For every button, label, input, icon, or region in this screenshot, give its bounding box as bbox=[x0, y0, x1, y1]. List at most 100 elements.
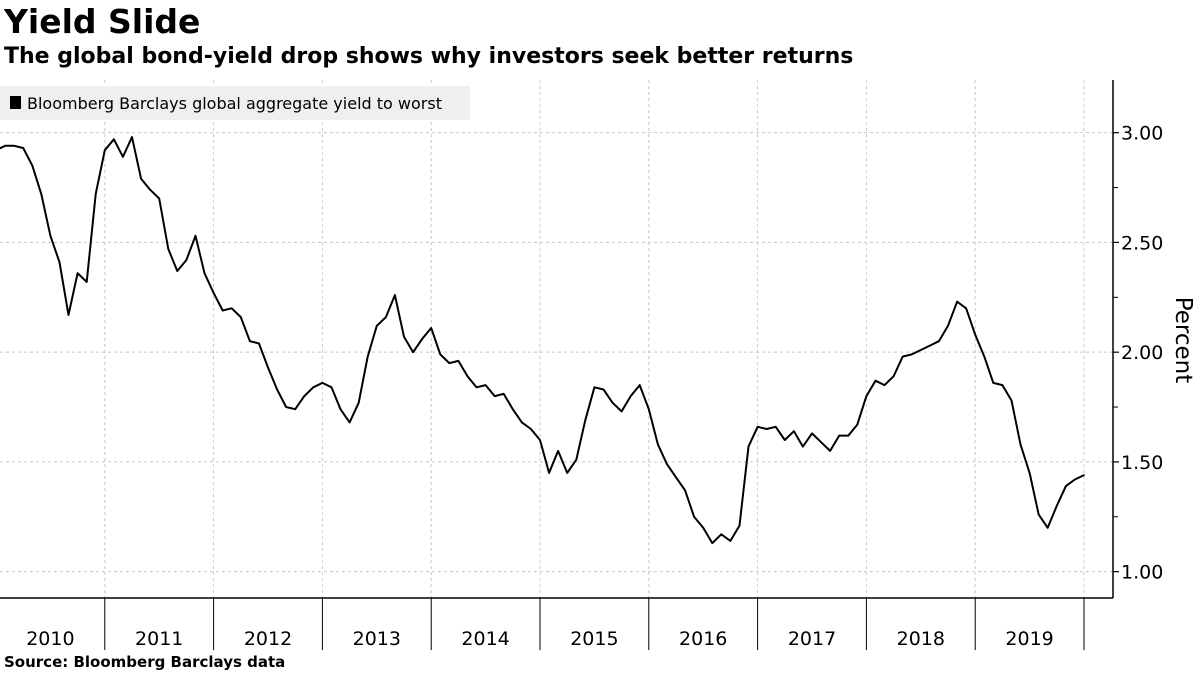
data-point bbox=[711, 542, 714, 544]
data-point bbox=[303, 395, 306, 397]
data-point bbox=[439, 353, 442, 356]
data-point bbox=[194, 235, 197, 237]
x-tick-label: 2010 bbox=[26, 628, 74, 650]
x-tick-label: 2011 bbox=[135, 628, 183, 650]
data-point bbox=[457, 360, 460, 362]
data-point bbox=[575, 458, 578, 461]
data-point bbox=[1074, 478, 1076, 481]
data-point bbox=[593, 386, 596, 389]
data-point bbox=[874, 379, 877, 382]
data-point bbox=[1028, 472, 1031, 474]
data-point bbox=[629, 395, 632, 397]
y-tick-label: 1.50 bbox=[1121, 452, 1163, 474]
data-point bbox=[357, 401, 360, 404]
data-point bbox=[13, 145, 15, 147]
data-point bbox=[366, 355, 369, 358]
data-point bbox=[430, 327, 433, 329]
legend-swatch bbox=[10, 96, 21, 109]
data-point bbox=[784, 439, 786, 441]
data-point bbox=[267, 366, 269, 369]
source-note: Source: Bloomberg Barclays data bbox=[4, 653, 286, 671]
data-point bbox=[974, 333, 976, 336]
x-tick-label: 2018 bbox=[897, 628, 945, 650]
data-point bbox=[412, 351, 414, 354]
data-point bbox=[1019, 443, 1022, 446]
data-point bbox=[276, 388, 278, 391]
data-point bbox=[67, 314, 70, 316]
data-point bbox=[983, 355, 986, 358]
data-point bbox=[920, 349, 922, 351]
data-point bbox=[566, 472, 568, 474]
data-point bbox=[892, 375, 895, 378]
data-point bbox=[167, 248, 170, 250]
data-point bbox=[693, 516, 695, 518]
data-point bbox=[149, 188, 151, 191]
data-point bbox=[321, 382, 324, 384]
data-point bbox=[185, 259, 188, 261]
x-tick-label: 2015 bbox=[570, 628, 618, 650]
data-point bbox=[131, 136, 133, 138]
y-axis-label: Percent bbox=[1170, 297, 1196, 384]
data-point bbox=[638, 384, 641, 386]
data-point bbox=[584, 419, 587, 422]
data-point bbox=[765, 428, 768, 430]
data-point bbox=[448, 362, 451, 364]
data-point bbox=[40, 193, 43, 195]
data-point bbox=[484, 384, 487, 386]
x-tick-label: 2016 bbox=[679, 628, 727, 650]
data-point bbox=[838, 434, 840, 437]
data-point bbox=[1001, 384, 1004, 386]
data-point bbox=[512, 408, 514, 411]
data-point bbox=[403, 336, 405, 338]
x-tick-label: 2017 bbox=[788, 628, 836, 650]
data-point bbox=[811, 432, 813, 435]
data-point bbox=[829, 450, 831, 452]
data-point bbox=[104, 149, 106, 151]
data-point bbox=[1010, 399, 1013, 402]
data-point bbox=[221, 309, 224, 312]
data-point bbox=[85, 281, 88, 283]
data-point bbox=[385, 316, 387, 318]
data-point bbox=[648, 408, 650, 411]
data-point bbox=[475, 386, 478, 389]
data-point bbox=[729, 540, 732, 542]
data-point bbox=[240, 316, 242, 318]
data-point bbox=[847, 434, 850, 437]
data-point bbox=[421, 338, 423, 340]
data-point bbox=[502, 393, 505, 395]
data-point bbox=[1037, 513, 1040, 516]
legend: Bloomberg Barclays global aggregate yiel… bbox=[0, 86, 470, 120]
data-point bbox=[1056, 505, 1058, 507]
data-point bbox=[394, 294, 396, 296]
data-point bbox=[1065, 485, 1067, 487]
data-point bbox=[203, 272, 206, 275]
data-point bbox=[249, 340, 251, 343]
data-point bbox=[865, 395, 868, 397]
x-tick-label: 2014 bbox=[461, 628, 509, 650]
x-tick-label: 2013 bbox=[353, 628, 401, 650]
data-point bbox=[620, 410, 623, 413]
data-point bbox=[348, 421, 351, 424]
data-point bbox=[158, 197, 160, 200]
data-point bbox=[94, 193, 97, 195]
data-point bbox=[1083, 474, 1085, 476]
data-point bbox=[738, 524, 741, 527]
x-tick-label: 2019 bbox=[1005, 628, 1053, 650]
data-point bbox=[883, 384, 886, 386]
data-point bbox=[230, 307, 233, 310]
data-point bbox=[910, 353, 913, 356]
data-point bbox=[774, 426, 777, 428]
data-point bbox=[1046, 527, 1049, 529]
data-point bbox=[756, 426, 759, 428]
y-tick-label: 3.00 bbox=[1121, 123, 1163, 145]
data-point bbox=[557, 450, 559, 452]
legend-background bbox=[0, 86, 470, 120]
data-point bbox=[122, 156, 124, 158]
data-point bbox=[947, 325, 949, 327]
grid bbox=[0, 80, 1113, 598]
data-point bbox=[992, 382, 995, 384]
data-point bbox=[58, 261, 61, 264]
data-point bbox=[466, 375, 469, 378]
data-point bbox=[176, 270, 179, 272]
